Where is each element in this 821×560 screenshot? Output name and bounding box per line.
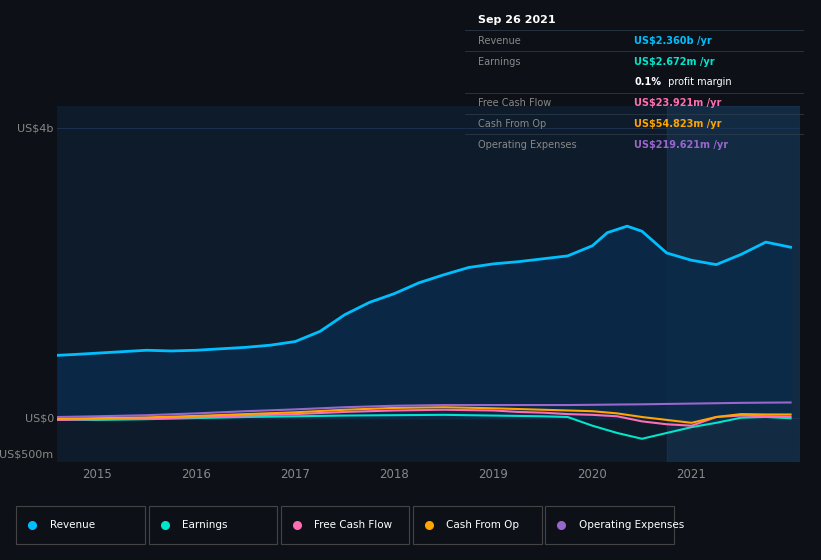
Text: US$2.672m /yr: US$2.672m /yr bbox=[635, 57, 715, 67]
Text: Operating Expenses: Operating Expenses bbox=[579, 520, 684, 530]
Text: 0.1%: 0.1% bbox=[635, 77, 661, 87]
Text: US$54.823m /yr: US$54.823m /yr bbox=[635, 119, 722, 129]
Text: US$219.621m /yr: US$219.621m /yr bbox=[635, 139, 728, 150]
Text: Cash From Op: Cash From Op bbox=[447, 520, 520, 530]
Text: profit margin: profit margin bbox=[665, 77, 732, 87]
Bar bbox=[667, 106, 800, 462]
Text: Free Cash Flow: Free Cash Flow bbox=[479, 98, 552, 108]
Text: Free Cash Flow: Free Cash Flow bbox=[314, 520, 392, 530]
Text: -US$500m: -US$500m bbox=[0, 450, 53, 460]
Text: Revenue: Revenue bbox=[49, 520, 94, 530]
Text: US$23.921m /yr: US$23.921m /yr bbox=[635, 98, 722, 108]
Text: Earnings: Earnings bbox=[182, 520, 227, 530]
Text: US$2.360b /yr: US$2.360b /yr bbox=[635, 36, 712, 46]
Text: US$0: US$0 bbox=[25, 413, 53, 423]
Text: Earnings: Earnings bbox=[479, 57, 521, 67]
Text: Sep 26 2021: Sep 26 2021 bbox=[479, 15, 556, 25]
Text: Cash From Op: Cash From Op bbox=[479, 119, 547, 129]
Text: US$4b: US$4b bbox=[17, 123, 53, 133]
Text: Operating Expenses: Operating Expenses bbox=[479, 139, 577, 150]
Text: Revenue: Revenue bbox=[479, 36, 521, 46]
